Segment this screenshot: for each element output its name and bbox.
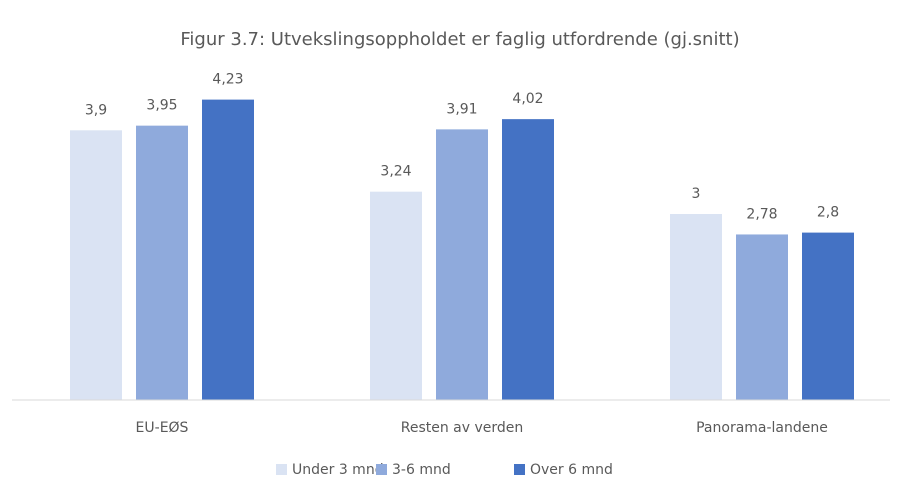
legend-label: Over 6 mnd [530,462,613,478]
bar [736,234,788,400]
value-label: 3,24 [380,164,411,180]
value-label: 3,9 [85,102,107,118]
legend-label: 3-6 mnd [392,462,451,478]
value-label: 2,78 [746,206,777,222]
legend-swatch [276,464,287,475]
bar [202,99,254,401]
bar [502,119,554,400]
bar [802,232,854,400]
value-label: 4,02 [512,91,543,107]
chart-title: Figur 3.7: Utvekslingsoppholdet er fagli… [180,29,739,50]
legend-label: Under 3 mnd [292,462,384,478]
x-tick-label: EU-EØS [136,420,189,436]
x-tick-label: Resten av verden [401,420,524,436]
bar [136,125,188,401]
value-label: 3 [692,186,701,202]
value-label: 3,91 [446,101,477,117]
bar [70,130,122,401]
value-label: 4,23 [212,72,243,88]
bar [370,191,422,400]
legend-swatch [376,464,387,475]
value-label: 2,8 [817,205,839,221]
value-label: 3,95 [146,98,177,114]
bar [436,129,488,400]
bar [670,214,722,400]
x-tick-label: Panorama-landene [696,420,828,436]
legend-swatch [514,464,525,475]
